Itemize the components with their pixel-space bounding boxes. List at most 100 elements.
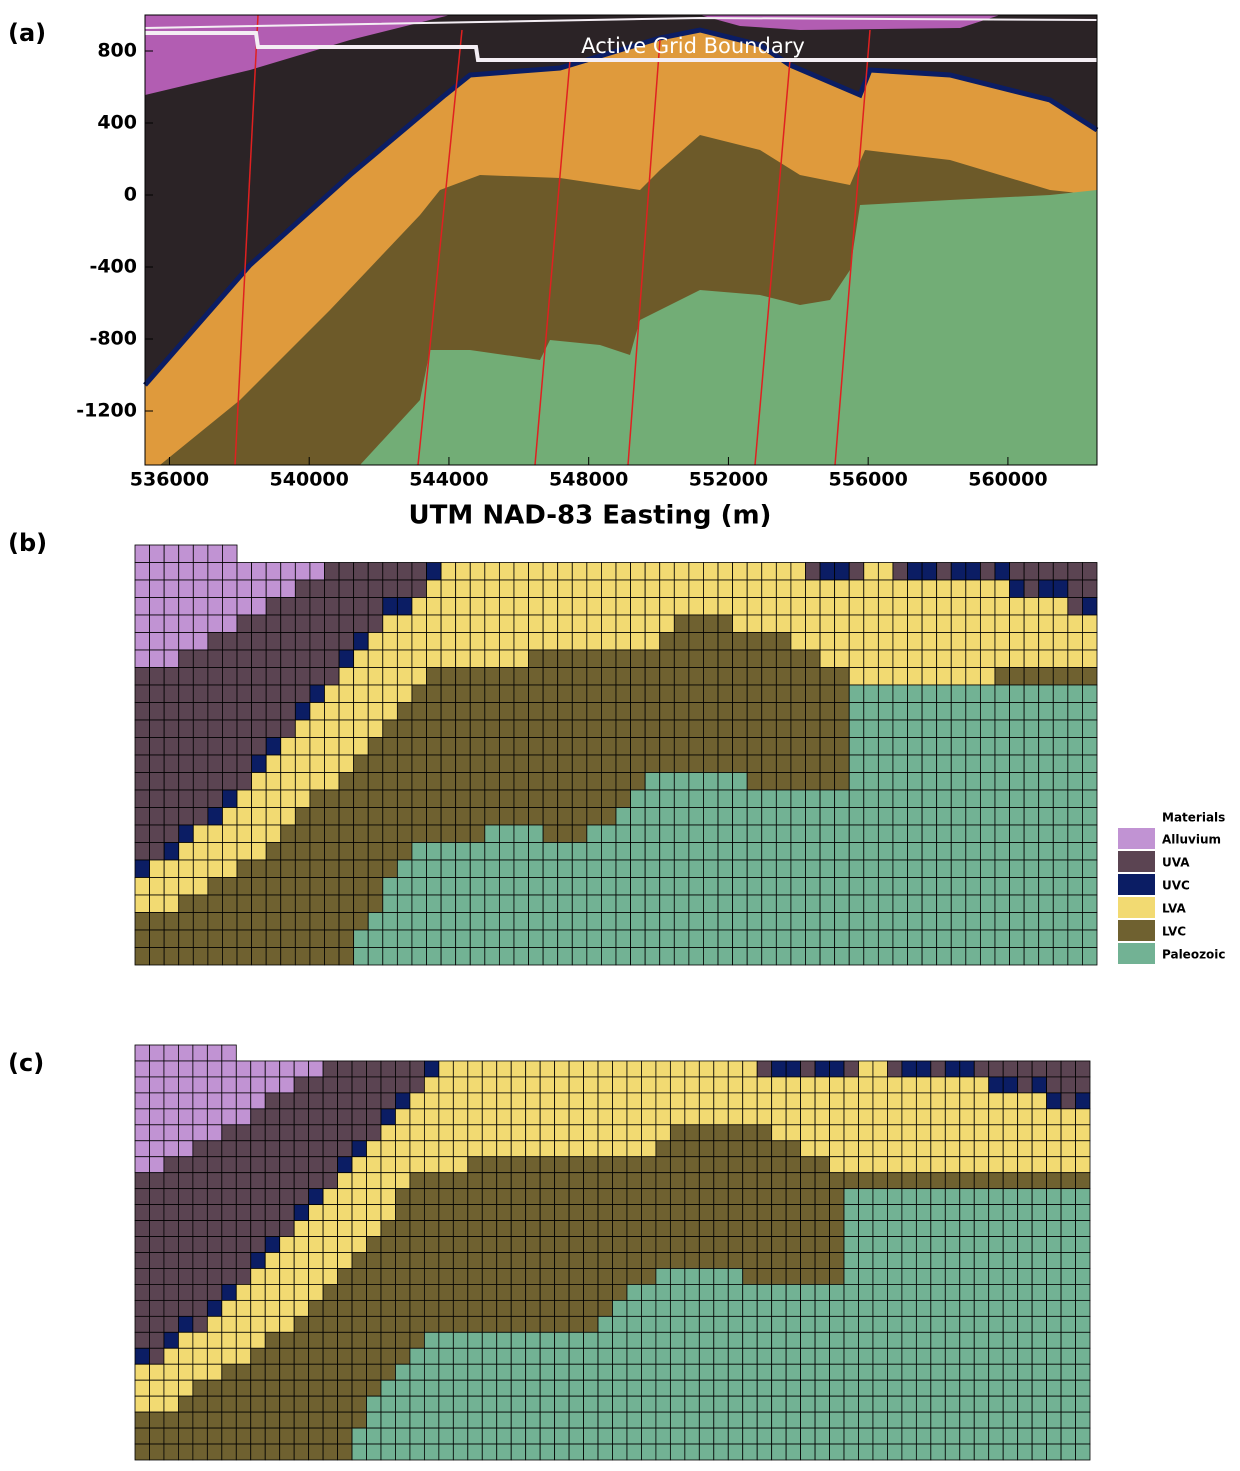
x-tick-label: 556000 (829, 469, 908, 491)
cell (309, 1141, 323, 1157)
cell (323, 1061, 337, 1077)
cell (786, 1157, 800, 1173)
cell (470, 895, 485, 913)
cell (499, 580, 514, 598)
cell (776, 738, 791, 756)
cell (714, 1077, 728, 1093)
cell (830, 1444, 844, 1460)
cell (757, 1189, 771, 1205)
cell (703, 615, 718, 633)
cell (627, 1348, 641, 1364)
cell (844, 1237, 858, 1253)
cell (966, 563, 981, 581)
cell (1053, 755, 1068, 773)
cell (150, 650, 165, 668)
cell (412, 860, 427, 878)
cell (980, 913, 995, 931)
cell (858, 1364, 872, 1380)
cell (772, 1253, 786, 1269)
cell (922, 930, 937, 948)
cell (1082, 738, 1097, 756)
cell (951, 685, 966, 703)
cell (674, 790, 689, 808)
cell (135, 1045, 149, 1061)
cell (1032, 1061, 1046, 1077)
cell (815, 1077, 829, 1093)
cell (660, 773, 675, 791)
cell (324, 808, 339, 826)
cell (368, 633, 383, 651)
cell (236, 1157, 250, 1173)
cell (776, 790, 791, 808)
cell (835, 755, 850, 773)
cell (324, 895, 339, 913)
cell (410, 1428, 424, 1444)
cell (772, 1237, 786, 1253)
cell (252, 598, 267, 616)
cell (237, 703, 252, 721)
cell (674, 773, 689, 791)
cell (878, 808, 893, 826)
cell (280, 1428, 294, 1444)
cell (381, 1221, 395, 1237)
cell (236, 1173, 250, 1189)
cell (966, 668, 981, 686)
cell (338, 1077, 352, 1093)
cell (791, 930, 806, 948)
cell (482, 1316, 496, 1332)
cell (295, 825, 310, 843)
cell (1076, 1284, 1090, 1300)
cell (294, 1396, 308, 1412)
cell (526, 1125, 540, 1141)
cell (786, 1061, 800, 1077)
cell (613, 1173, 627, 1189)
cell (338, 1093, 352, 1109)
cell (555, 1316, 569, 1332)
cell (236, 1316, 250, 1332)
cell (733, 878, 748, 896)
cell (135, 1300, 149, 1316)
cell (747, 633, 762, 651)
cell (786, 1284, 800, 1300)
cell (265, 1253, 279, 1269)
cell (703, 913, 718, 931)
cell (902, 1205, 916, 1221)
cell (179, 930, 194, 948)
cell (251, 1125, 265, 1141)
cell (323, 1364, 337, 1380)
cell (937, 685, 952, 703)
cell (951, 650, 966, 668)
cell (395, 1444, 409, 1460)
cell (931, 1380, 945, 1396)
cell (835, 720, 850, 738)
cell (309, 1316, 323, 1332)
cell (989, 1061, 1003, 1077)
cell (497, 1109, 511, 1125)
cell (627, 1157, 641, 1173)
cell (703, 738, 718, 756)
cell (441, 913, 456, 931)
cell (1047, 1300, 1061, 1316)
cell (1010, 738, 1025, 756)
cell (395, 1221, 409, 1237)
cell (395, 1412, 409, 1428)
cell (1082, 843, 1097, 861)
cell (251, 1268, 265, 1284)
cell (265, 1061, 279, 1077)
cell (569, 1364, 583, 1380)
cell (397, 598, 412, 616)
cell (960, 1396, 974, 1412)
cell (222, 825, 237, 843)
cell (922, 615, 937, 633)
cell (412, 895, 427, 913)
cell (453, 1380, 467, 1396)
cell (747, 860, 762, 878)
cell (1010, 685, 1025, 703)
cell (718, 563, 733, 581)
cell (786, 1173, 800, 1189)
cell (193, 808, 208, 826)
cell (150, 913, 165, 931)
cell (555, 1221, 569, 1237)
cell (1003, 1284, 1017, 1300)
cell (858, 1348, 872, 1364)
